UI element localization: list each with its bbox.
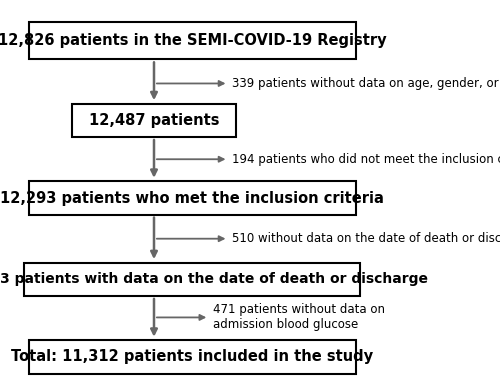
Text: 471 patients without data on
admission blood glucose: 471 patients without data on admission b… — [213, 303, 385, 331]
Text: 194 patients who did not meet the inclusion criteria: 194 patients who did not meet the inclus… — [232, 153, 500, 166]
Text: 12,826 patients in the SEMI-COVID-19 Registry: 12,826 patients in the SEMI-COVID-19 Reg… — [0, 33, 386, 49]
Text: Total: 11,312 patients included in the study: Total: 11,312 patients included in the s… — [12, 350, 374, 365]
Text: 12,293 patients who met the inclusion criteria: 12,293 patients who met the inclusion cr… — [0, 191, 384, 206]
FancyBboxPatch shape — [29, 181, 355, 215]
FancyBboxPatch shape — [24, 263, 360, 296]
FancyBboxPatch shape — [72, 104, 235, 137]
Text: 339 patients without data on age, gender, or race: 339 patients without data on age, gender… — [232, 77, 500, 90]
FancyBboxPatch shape — [29, 340, 355, 373]
Text: 510 without data on the date of death or discharge: 510 without data on the date of death or… — [232, 232, 500, 245]
Text: 11,783 patients with data on the date of death or discharge: 11,783 patients with data on the date of… — [0, 272, 428, 286]
Text: 12,487 patients: 12,487 patients — [89, 113, 219, 128]
FancyBboxPatch shape — [29, 22, 355, 59]
